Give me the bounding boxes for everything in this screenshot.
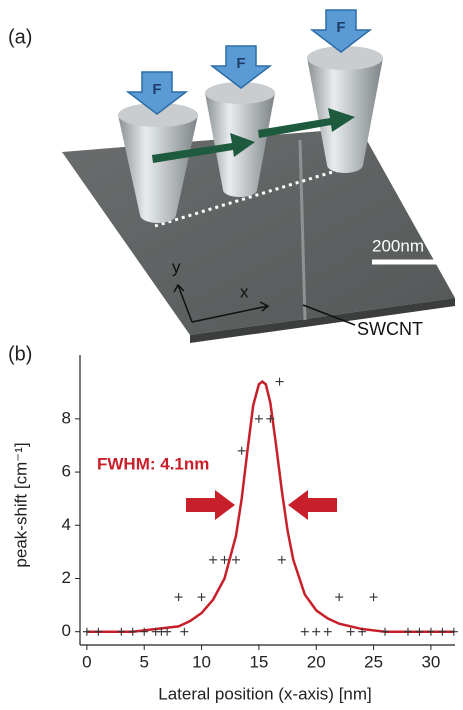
x-tick-label: 30	[421, 652, 440, 671]
annotation: SWCNT	[357, 319, 423, 339]
panel-b: (b) Lateral position (x-axis) [nm] peak-…	[8, 343, 458, 703]
data-point	[427, 628, 435, 636]
x-axis-title: Lateral position (x-axis) [nm]	[158, 684, 372, 703]
data-point	[198, 593, 206, 601]
y-tick-label: 4	[62, 515, 71, 534]
force-label: F	[236, 55, 245, 72]
axis-x-label: x	[240, 282, 249, 301]
x-tick-label: 10	[192, 652, 211, 671]
data-point	[370, 593, 378, 601]
data-point	[381, 628, 389, 636]
panel-label: (a)	[8, 26, 32, 48]
data-point	[238, 447, 246, 455]
x-tick-label: 25	[364, 652, 383, 671]
data-point	[175, 593, 183, 601]
data-point	[278, 556, 286, 564]
panel-a: (a) F F F 200nm	[8, 10, 455, 343]
x-tick-label: 15	[249, 652, 268, 671]
data-point	[129, 628, 137, 636]
data-point	[404, 628, 412, 636]
data-point	[220, 556, 228, 564]
y-tick-label: 0	[62, 621, 71, 640]
x-tick-label: 20	[307, 652, 326, 671]
data-point	[450, 628, 458, 636]
x-tick-label: 0	[82, 652, 91, 671]
scale-label: 200nm	[372, 236, 424, 255]
force-label: F	[152, 81, 161, 98]
data-point	[312, 628, 320, 636]
data-point	[83, 628, 91, 636]
data-point	[209, 556, 217, 564]
figure: (a) F F F 200nm	[0, 0, 463, 705]
x-tick-label: 5	[139, 652, 148, 671]
y-tick-label: 8	[62, 408, 71, 427]
data-point	[94, 628, 102, 636]
data-point	[324, 628, 332, 636]
fwhm-arrows	[186, 490, 337, 520]
force-label: F	[336, 19, 345, 36]
data-point	[255, 415, 263, 423]
data-point	[117, 628, 125, 636]
y-tick-label: 2	[62, 568, 71, 587]
fwhm-annotation: FWHM: 4.1nm	[97, 454, 209, 473]
data-point	[276, 378, 284, 386]
y-axis-title: peak-shift [cm⁻¹]	[11, 442, 30, 567]
data-point	[335, 593, 343, 601]
data-point	[415, 628, 423, 636]
y-tick-label: 6	[62, 462, 71, 481]
data-point	[301, 628, 309, 636]
data-point	[347, 628, 355, 636]
axis-y-label: y	[172, 257, 181, 276]
data-point	[232, 556, 240, 564]
data-point	[180, 628, 188, 636]
panel-label: (b)	[8, 343, 32, 365]
data-point	[438, 628, 446, 636]
